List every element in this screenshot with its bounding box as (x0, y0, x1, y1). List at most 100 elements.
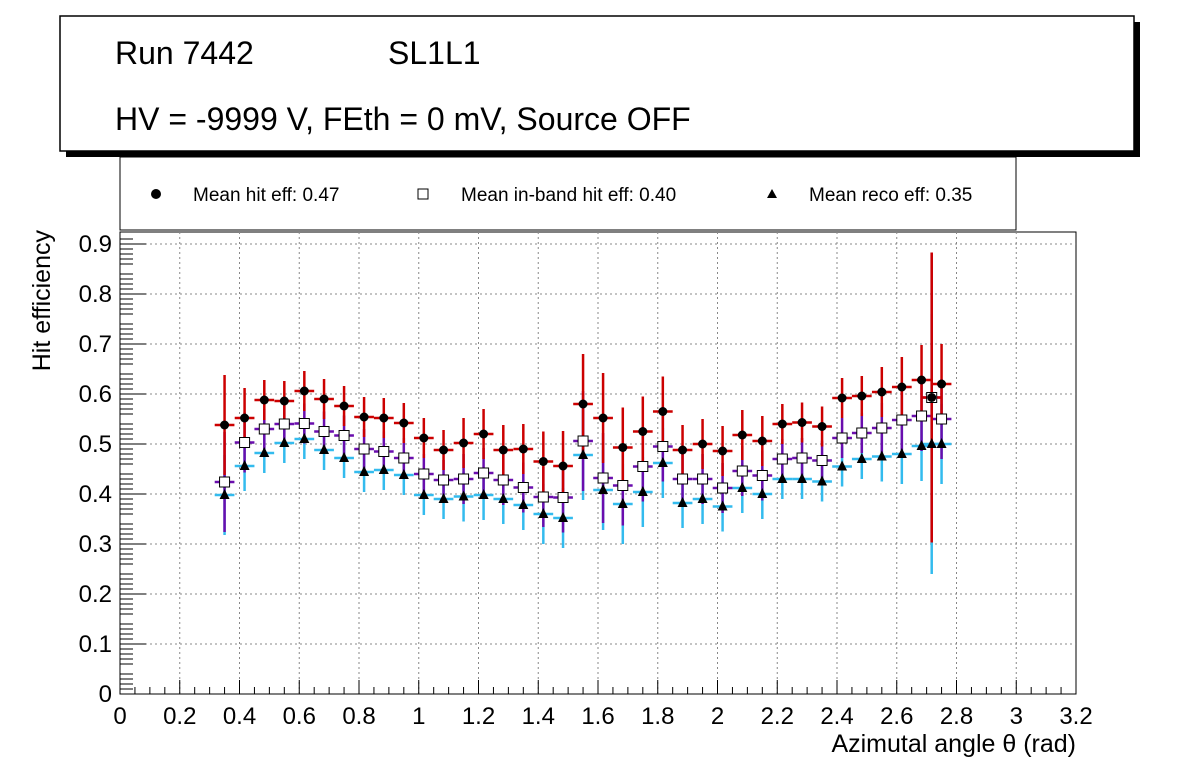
reco-point (239, 460, 250, 470)
y-tick-label: 0.2 (79, 581, 112, 608)
x-tick-label: 3.2 (1059, 703, 1092, 730)
inband-point (438, 474, 450, 486)
inband-point (856, 427, 868, 439)
x-tick-label: 1.2 (462, 703, 495, 730)
reco-point (498, 493, 509, 503)
inband-point (478, 467, 490, 479)
inband-point (358, 443, 370, 455)
inband-point (896, 414, 908, 426)
reco-point (697, 493, 708, 503)
reco-point (378, 464, 389, 474)
x-tick-label: 1.4 (522, 703, 555, 730)
inband-point (418, 468, 430, 480)
inband-point (916, 410, 928, 422)
reco-point (478, 489, 489, 499)
hit-point (419, 433, 429, 443)
y-tick-label: 0.4 (79, 481, 112, 508)
y-tick-label: 0.6 (79, 381, 112, 408)
inband-point (936, 413, 948, 425)
reco-point (578, 449, 589, 459)
inband-point (398, 452, 410, 464)
x-tick-label: 0.6 (283, 703, 316, 730)
inband-point (458, 473, 470, 485)
inband-point (517, 482, 529, 493)
hit-point (737, 430, 747, 440)
x-tick-label: 2.6 (880, 703, 913, 730)
hit-point (220, 420, 230, 430)
hit-point (678, 445, 688, 455)
x-axis-title: Azimutal angle θ (rad) (831, 730, 1076, 758)
y-tick-label: 0.8 (79, 281, 112, 308)
legend-hit-label: Mean hit eff: 0.47 (193, 185, 339, 206)
y-tick-label: 0.5 (79, 431, 112, 458)
legend-box: Mean hit eff: 0.47 Mean in-band hit eff:… (119, 156, 1017, 231)
hit-point (598, 413, 608, 423)
reco-point (359, 466, 370, 476)
reco-point (896, 448, 907, 458)
hit-series-markers (220, 375, 947, 471)
hit-point (927, 393, 937, 402)
x-tick-label: 2.4 (820, 703, 853, 730)
hit-point (299, 386, 309, 396)
axes: 0 0.2 0.4 0.6 0.8 1 1.2 1.4 1.6 1.8 2 2.2 2.4 2.6 2.8 3… (79, 231, 1093, 730)
reco-point (677, 497, 688, 507)
hit-point (399, 418, 409, 428)
hit-point (837, 393, 847, 403)
hit-point (359, 412, 369, 422)
reco-point (876, 450, 887, 461)
reco-point (797, 473, 808, 483)
hit-point (459, 438, 469, 448)
legend-reco-marker (767, 189, 777, 198)
reco-point (458, 490, 469, 501)
reco-point (926, 438, 937, 448)
inband-point (258, 423, 270, 435)
reco-point (518, 499, 529, 509)
hit-point (558, 461, 568, 471)
inband-point (557, 492, 569, 503)
reco-point (637, 486, 648, 496)
reco-point (757, 488, 768, 498)
x-tick-label: 2.2 (761, 703, 794, 730)
reco-point (438, 493, 449, 503)
hit-point (518, 444, 528, 454)
reco-point (219, 489, 230, 499)
inband-point (239, 437, 251, 448)
hit-point (638, 427, 648, 436)
legend-reco-label: Mean reco eff: 0.35 (809, 185, 972, 206)
hit-point (777, 419, 787, 429)
reco-point (279, 437, 290, 447)
inband-series-markers (219, 392, 948, 503)
legend-inband-label: Mean in-band hit eff: 0.40 (461, 185, 676, 206)
hit-point (379, 413, 389, 423)
x-tick-label: 0.4 (223, 703, 256, 730)
legend-hit-marker (151, 189, 161, 199)
inband-point (617, 480, 629, 491)
inband-point (836, 432, 848, 444)
hit-point (817, 422, 827, 431)
inband-point (537, 491, 549, 503)
hit-point (618, 443, 628, 452)
reco-point (817, 475, 828, 486)
inband-point (378, 446, 390, 457)
reco-point (777, 473, 788, 483)
reco-point (598, 484, 609, 494)
grid-lines (120, 232, 1076, 694)
hit-point (797, 418, 807, 427)
inband-point (597, 472, 609, 484)
inband-point (697, 473, 709, 485)
reco-point (717, 500, 728, 511)
reco-point (657, 457, 668, 467)
hit-point (658, 407, 668, 416)
inband-point (677, 473, 689, 485)
y-tick-label: 0.1 (79, 631, 112, 658)
reco-point (617, 498, 628, 508)
hit-point (937, 379, 947, 389)
x-tick-label: 1 (412, 703, 425, 730)
hit-point (877, 387, 887, 397)
legend-frame (119, 156, 1017, 231)
inband-point (756, 470, 768, 481)
inband-point (717, 482, 729, 494)
inband-point (497, 474, 509, 486)
inband-point (318, 426, 330, 437)
x-tick-label: 1.8 (641, 703, 674, 730)
